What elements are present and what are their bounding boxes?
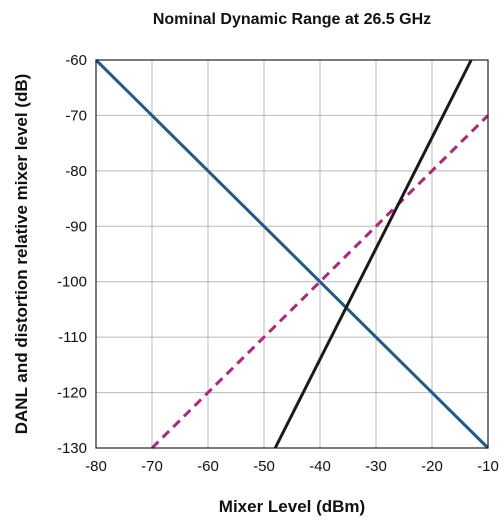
x-tick-label: -10 (477, 458, 499, 475)
x-tick-labels: -80 -70 -60 -50 -40 -30 -20 -10 (85, 458, 499, 475)
y-tick-label: -120 (57, 385, 87, 402)
y-tick-label: -80 (65, 163, 87, 180)
y-tick-label: -90 (65, 218, 87, 235)
x-tick-label: -80 (85, 458, 107, 475)
y-tick-label: -100 (57, 274, 87, 291)
series-group (94, 58, 490, 450)
y-tick-label: -70 (65, 107, 87, 124)
x-tick-label: -40 (309, 458, 331, 475)
y-axis-label: DANL and distortion relative mixer level… (12, 74, 31, 435)
plot-frame (95, 59, 489, 449)
x-axis-label: Mixer Level (dBm) (219, 497, 365, 516)
y-tick-label: -60 (65, 52, 87, 69)
grid (95, 59, 489, 449)
series-line-3 (273, 59, 473, 449)
x-tick-label: -60 (197, 458, 219, 475)
y-tick-label: -130 (57, 440, 87, 457)
series-line-1 (94, 58, 490, 450)
chart-title: Nominal Dynamic Range at 26.5 GHz (153, 11, 431, 28)
x-tick-label: -30 (365, 458, 387, 475)
series-line-2 (150, 114, 490, 450)
y-tick-label: -110 (58, 329, 87, 346)
y-tick-labels: -60 -70 -80 -90 -100 -110 -120 -130 (57, 52, 87, 457)
x-tick-label: -50 (253, 458, 275, 475)
x-tick-label: -70 (141, 458, 163, 475)
x-tick-label: -20 (421, 458, 443, 475)
